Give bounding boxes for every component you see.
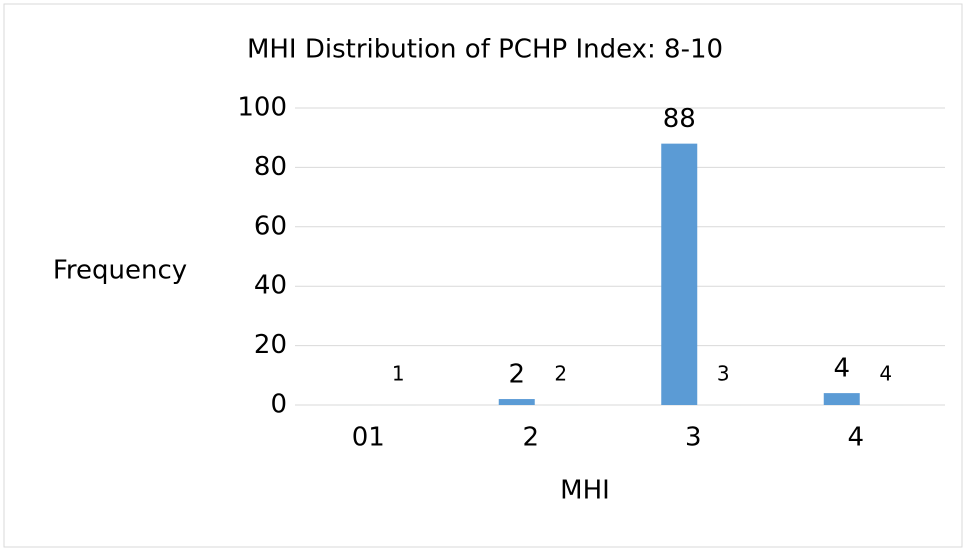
- y-tick-label: 60: [254, 211, 287, 241]
- y-axis-label: Frequency: [53, 256, 187, 286]
- y-tick-label: 0: [270, 390, 287, 420]
- data-label: 1: [392, 362, 405, 386]
- bar: [823, 393, 860, 405]
- data-label: 3: [717, 362, 730, 386]
- y-tick-label: 20: [254, 330, 287, 360]
- data-label: 4: [879, 362, 892, 386]
- chart-title: MHI Distribution of PCHP Index: 8-10: [247, 35, 723, 65]
- chart-frame: [3, 3, 963, 548]
- x-tick-label: 4: [847, 423, 864, 453]
- data-label: 2: [508, 360, 525, 390]
- bar: [498, 399, 535, 405]
- y-tick-label: 40: [254, 271, 287, 301]
- y-tick-label: 80: [254, 152, 287, 182]
- bar: [661, 143, 698, 405]
- x-tick-label: 01: [352, 423, 385, 453]
- data-label: 2: [554, 362, 567, 386]
- data-label: 88: [663, 104, 696, 134]
- x-axis-label: MHI: [560, 476, 610, 506]
- data-label: 4: [833, 354, 850, 384]
- x-tick-label: 2: [522, 423, 539, 453]
- y-tick-label: 100: [237, 93, 287, 123]
- x-tick-label: 3: [685, 423, 702, 453]
